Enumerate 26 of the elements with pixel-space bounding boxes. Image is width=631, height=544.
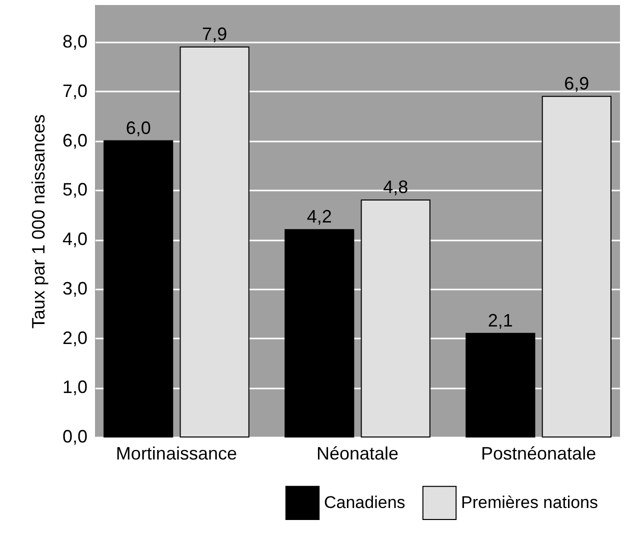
y-tick-label: 8,0 — [62, 32, 88, 52]
y-axis-title: Taux par 1 000 naissances — [28, 114, 48, 329]
x-tick-label: Néonatale — [316, 444, 399, 464]
bar — [360, 200, 430, 438]
y-tick-label: 0,0 — [62, 426, 88, 446]
legend-label: Premières nations — [461, 492, 598, 512]
y-tick-label: 3,0 — [62, 278, 88, 298]
y-tick-label: 1,0 — [62, 377, 88, 398]
y-tick-label: 6,0 — [62, 130, 88, 150]
y-tick-label: 2,0 — [62, 328, 88, 348]
bar — [104, 140, 174, 438]
data-label: 7,9 — [202, 24, 228, 44]
y-tick-label: 5,0 — [62, 180, 88, 200]
x-tick-label: Postnéonatale — [480, 444, 596, 464]
data-label: 6,9 — [564, 73, 590, 94]
data-label: 6,0 — [126, 118, 151, 138]
data-label: 2,1 — [488, 310, 513, 330]
bar — [466, 332, 536, 438]
bar — [284, 229, 354, 438]
x-tick-label: Mortinaissance — [116, 444, 237, 464]
y-tick-label: 7,0 — [62, 80, 88, 101]
y-tick-label: 4,0 — [62, 229, 88, 250]
bar — [180, 46, 250, 438]
data-label: 4,2 — [306, 206, 332, 227]
bar — [542, 96, 612, 438]
legend-label: Canadiens — [324, 492, 406, 512]
